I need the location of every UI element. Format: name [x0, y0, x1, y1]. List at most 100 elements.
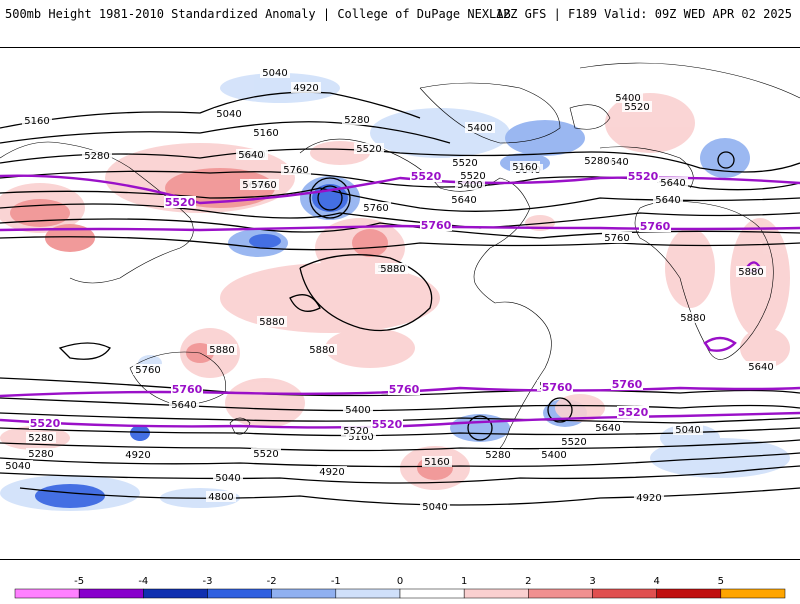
map-title: 500mb Height 1981-2010 Standardized Anom…	[5, 7, 511, 21]
contour-label: 5280	[28, 433, 53, 444]
contour-label: 5640	[238, 150, 263, 161]
colorbar-tick-label: 3	[589, 576, 595, 587]
contour-label: 5640	[171, 400, 196, 411]
contour-label: 5520	[356, 144, 381, 155]
contour-label-bg	[251, 127, 281, 138]
contour-label: 5040	[215, 473, 240, 484]
contour-label-bg	[257, 316, 287, 327]
reference-label-bg	[541, 381, 573, 393]
anomaly-map: 5040492050405160516052805280540055205640…	[0, 62, 800, 513]
contour-label-bg	[746, 361, 776, 372]
colorbar-tick-label: 0	[397, 576, 403, 587]
contour-label-bg	[449, 194, 479, 205]
contour-label-bg	[361, 202, 391, 213]
contour-label-bg	[213, 472, 243, 483]
contour-label-bg	[420, 501, 450, 512]
colorbar-tick-label: -5	[74, 576, 84, 587]
contour-label: 5880	[259, 317, 284, 328]
contour-label-bg	[613, 92, 643, 103]
contour-label: 5520	[343, 426, 368, 437]
colorbar-swatch	[143, 588, 208, 599]
contour-label-bg	[378, 263, 408, 274]
contour-label: 5400	[457, 180, 482, 191]
contour-label: 5040	[262, 68, 287, 79]
contour-label: 5520	[624, 102, 649, 113]
colorbar-swatch	[207, 588, 272, 599]
colorbar-swatch	[592, 588, 657, 599]
reference-contour-label: 5760	[612, 378, 643, 391]
colorbar-swatch	[720, 588, 786, 599]
contour-label: 5280	[28, 449, 53, 460]
reference-contour-labels: 5520 5760 5520 5760 5520 5760 5760 5760 5760 5520…	[29, 170, 671, 431]
contour-label-bg	[593, 422, 623, 433]
reference-label-bg	[29, 417, 61, 429]
contour-label: 5760	[604, 233, 629, 244]
contour-label: 5280	[584, 156, 609, 167]
contour-label-bg	[236, 149, 266, 160]
contour-label-bg	[346, 431, 376, 442]
contour-label-bg	[343, 404, 373, 415]
contour-label: 5880	[680, 313, 705, 324]
contour-label-bg	[342, 114, 372, 125]
contour-label: 5760	[251, 180, 276, 191]
contour-label-bg	[450, 157, 480, 168]
contour-label-bg	[307, 344, 337, 355]
contour-label-bg	[422, 456, 452, 467]
colorbar-tick-label: -2	[267, 576, 277, 587]
colorbar-ticks: -5 -4 -3 -2 -1 0 1 2 3 4 5	[74, 576, 724, 587]
contour-label-bg	[214, 108, 244, 119]
contour-label-bg	[26, 432, 56, 443]
colorbar-tick-label: -4	[138, 576, 148, 587]
contour-label-bg	[260, 67, 290, 78]
contour-label-bg	[465, 122, 495, 133]
contour-label-bg	[582, 155, 612, 166]
contour-label-bg	[653, 194, 683, 205]
contour-label-bg	[123, 449, 153, 460]
contour-label-bg	[678, 312, 708, 323]
contour-label: 5400	[345, 405, 370, 416]
contour-label-bg	[26, 448, 56, 459]
contour-label-bg	[736, 266, 766, 277]
reference-contour-label: 5520	[165, 196, 196, 209]
contour-label-bg	[249, 179, 279, 190]
colorbar-swatch	[528, 588, 593, 599]
contour-label: 5880	[738, 267, 763, 278]
reference-label-bg	[388, 383, 420, 395]
reference-label-bg	[171, 383, 203, 395]
contour-label-bg	[622, 101, 652, 112]
colorbar-tick-label: 2	[525, 576, 531, 587]
contour-label-bg	[291, 82, 321, 93]
contour-label: 5160	[348, 432, 373, 443]
contour-label: 5280	[485, 450, 510, 461]
contour-label-bg	[602, 232, 632, 243]
contour-label: 5640	[748, 362, 773, 373]
contour-label: 5640	[595, 423, 620, 434]
colorbar-swatch	[656, 588, 722, 599]
contour-label: 5280	[344, 115, 369, 126]
contour-label-bg	[658, 177, 688, 188]
contour-label: 5640	[603, 157, 628, 168]
contour-label: 4920	[125, 450, 150, 461]
reference-contour-label: 5520	[30, 417, 61, 430]
reference-contour-label: 5760	[421, 219, 452, 232]
contour-label-bg	[251, 448, 281, 459]
reference-contour-label: 5520	[628, 170, 659, 183]
contour-label-bg	[341, 425, 371, 436]
colorbar: -5 -4 -3 -2 -1 0 1 2 3 4 5	[0, 570, 800, 600]
contour-label-bg	[510, 161, 540, 172]
model-run-info: 12Z GFS | F189 Valid: 09Z WED APR 02 202…	[495, 7, 792, 21]
reference-label-bg	[420, 219, 452, 231]
contour-label: 5520	[253, 449, 278, 460]
contour-label-bg	[601, 156, 631, 167]
contour-label-bg	[559, 436, 589, 447]
contour-label-bg	[82, 150, 112, 161]
contour-label: 5640	[451, 195, 476, 206]
contour-label-bg	[207, 344, 237, 355]
contour-label: 4800	[208, 492, 233, 503]
contour-label: 4920	[293, 83, 318, 94]
colorbar-tick-label: -1	[331, 576, 341, 587]
contour-label: 5160	[24, 116, 49, 127]
contour-label: 5040	[216, 109, 241, 120]
reference-contour-label: 5520	[618, 406, 649, 419]
reference-contour-label: 5760	[640, 220, 671, 233]
